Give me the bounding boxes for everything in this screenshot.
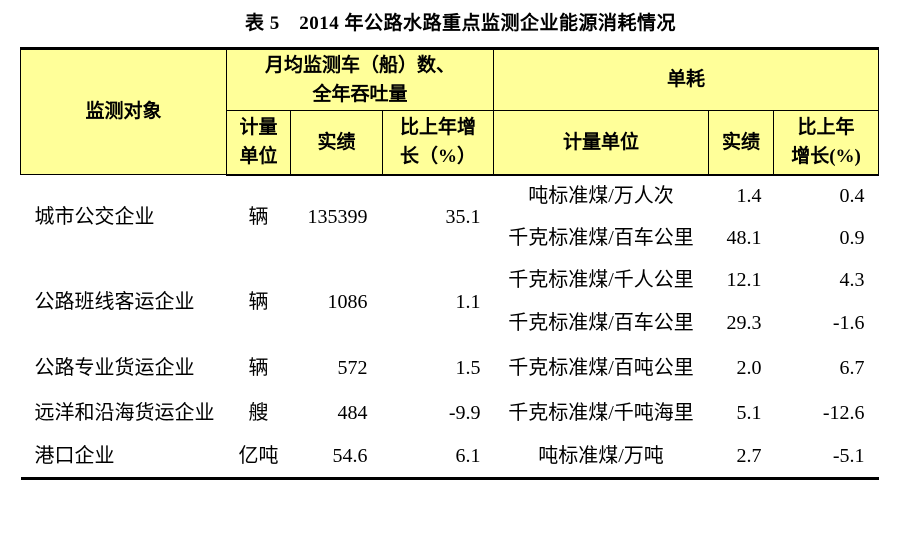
row-fleet-growth: 35.1 — [445, 206, 481, 228]
header-consumption-actual: 实绩 — [708, 110, 775, 176]
header-fleet-actual: 实绩 — [290, 110, 383, 176]
energy-consumption-table: 监测对象 月均监测车（船）数、 全年吞吐量 单耗 计量 单位 实绩 比上年增 长… — [20, 47, 880, 480]
row-name: 公路班线客运企业 — [34, 290, 195, 313]
row-consumption-actual: 2.7 — [736, 444, 762, 467]
row-fleet-unit: 辆 — [248, 290, 269, 313]
header-group-row: 监测对象 月均监测车（船）数、 全年吞吐量 单耗 — [20, 48, 880, 175]
row-fleet-actual: 484 — [337, 402, 368, 424]
row-consumption-actual: 48.1 — [726, 226, 762, 249]
row-fleet-growth: 1.1 — [455, 290, 481, 313]
table-title: 表 5 2014 年公路水路重点监测企业能源消耗情况 — [244, 13, 676, 34]
row-fleet-growth: 1.5 — [455, 357, 481, 379]
row-consumption-actual: 5.1 — [736, 402, 762, 424]
row-fleet-actual: 572 — [337, 357, 368, 379]
row-fleet-growth: 6.1 — [455, 444, 481, 467]
header-fleet-growth: 比上年增 长（%） — [381, 110, 495, 176]
row-fleet-actual: 1086 — [327, 290, 368, 313]
row-name: 远洋和沿海货运企业 — [34, 402, 215, 424]
header-consumption-unit: 计量单位 — [493, 110, 710, 176]
table-row: 公路专业货运企业 辆 572 1.5 千克标准煤/百吨公里 2.0 6.7 — [21, 345, 879, 392]
row-consumption-unit: 千克标准煤/千吨海里 — [508, 402, 694, 424]
row-consumption-unit: 千克标准煤/百吨公里 — [508, 357, 694, 379]
row-fleet-unit: 辆 — [248, 206, 269, 228]
row-consumption-unit: 吨标准煤/万吨 — [538, 444, 664, 467]
header-group-fleet: 月均监测车（船）数、 全年吞吐量 — [225, 48, 495, 111]
row-name: 公路专业货运企业 — [34, 357, 195, 379]
table-row: 港口企业 亿吨 54.6 6.1 吨标准煤/万吨 2.7 -5.1 — [21, 435, 879, 479]
row-fleet-unit: 辆 — [248, 357, 269, 379]
row-consumption-unit: 千克标准煤/百车公里 — [508, 226, 694, 249]
header-monitor-object: 监测对象 — [20, 48, 227, 175]
table-row: 城市公交企业 辆 135399 35.1 吨标准煤/万人次 1.4 0.4 — [21, 175, 879, 228]
row-consumption-unit: 吨标准煤/万人次 — [528, 185, 674, 207]
row-consumption-unit: 千克标准煤/百车公里 — [508, 312, 694, 334]
row-consumption-growth: -12.6 — [822, 402, 865, 424]
row-fleet-unit: 艘 — [248, 402, 269, 424]
row-fleet-unit: 亿吨 — [238, 444, 279, 467]
row-consumption-actual: 2.0 — [736, 357, 762, 379]
table-row: 千克标准煤/百车公里 48.1 0.9 — [21, 217, 879, 259]
header-fleet-unit: 计量 单位 — [226, 110, 291, 176]
row-consumption-actual: 29.3 — [726, 312, 762, 334]
table-row: 千克标准煤/百车公里 29.3 -1.6 — [21, 302, 879, 345]
row-consumption-actual: 12.1 — [726, 269, 762, 291]
table-row: 公路班线客运企业 辆 1086 1.1 千克标准煤/千人公里 12.1 4.3 — [21, 259, 879, 313]
table-row: 远洋和沿海货运企业 艘 484 -9.9 千克标准煤/千吨海里 5.1 -12.… — [21, 392, 879, 435]
row-fleet-growth: -9.9 — [448, 402, 481, 424]
row-consumption-unit: 千克标准煤/千人公里 — [508, 269, 694, 291]
row-consumption-growth: -1.6 — [832, 312, 865, 334]
row-fleet-actual: 135399 — [307, 206, 368, 228]
row-name: 城市公交企业 — [34, 205, 155, 228]
header-consumption-growth: 比上年 增长(%) — [773, 110, 880, 176]
row-consumption-growth: 0.9 — [839, 226, 865, 249]
header-group-consumption: 单耗 — [493, 48, 880, 111]
row-consumption-growth: 0.4 — [839, 185, 865, 207]
row-name: 港口企业 — [34, 444, 115, 467]
row-fleet-actual: 54.6 — [332, 444, 368, 467]
row-consumption-growth: 4.3 — [839, 269, 865, 291]
row-consumption-growth: 6.7 — [839, 357, 865, 379]
header-sub-row: 计量 单位 实绩 比上年增 长（%） 计量单位 实绩 比上年 增长(%) — [21, 110, 880, 176]
row-consumption-actual: 1.4 — [736, 185, 762, 207]
row-consumption-growth: -5.1 — [832, 444, 865, 467]
